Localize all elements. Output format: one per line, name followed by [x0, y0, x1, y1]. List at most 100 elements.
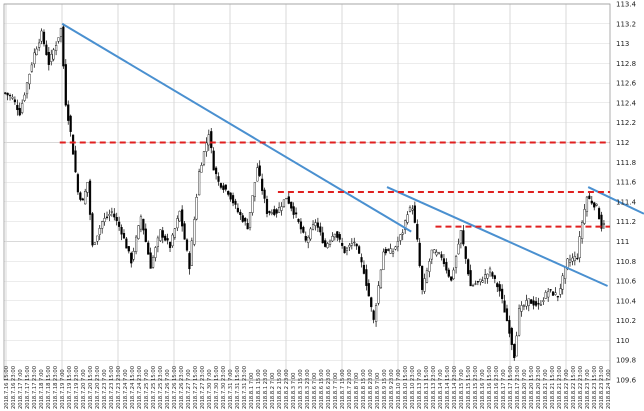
- candle-body: [195, 197, 198, 220]
- x-tick-label: 2018.8.2 7:00: [270, 373, 276, 409]
- candle-body: [21, 103, 24, 113]
- candle-body: [23, 94, 26, 101]
- candle-body: [151, 257, 155, 268]
- candle-body: [583, 209, 586, 224]
- y-tick-label: 109.8: [616, 357, 636, 365]
- candle-body: [372, 310, 375, 320]
- candle-body: [353, 241, 356, 244]
- candle-body: [193, 219, 196, 245]
- candle-body: [125, 238, 128, 249]
- candle-body: [105, 216, 109, 218]
- candle-body: [251, 195, 254, 213]
- candle-body: [130, 252, 133, 264]
- x-tick-label: 2018.8.14 7:00: [438, 369, 444, 409]
- candle-body: [525, 300, 528, 307]
- x-tick-label: 2018.8.6 15:00: [319, 369, 325, 409]
- candle-body: [161, 230, 164, 238]
- candle-body: [581, 222, 584, 240]
- candle-body: [69, 115, 72, 132]
- x-tick-label: 2018.8.13 15:00: [424, 366, 430, 409]
- x-tick-label: 2018.8.13 23:00: [431, 366, 437, 409]
- y-tick-label: 110.8: [616, 258, 636, 266]
- candle-layer: [4, 23, 606, 361]
- candle-body: [164, 235, 167, 241]
- x-tick-label: 2018.7.25 7:00: [144, 369, 150, 409]
- candle-body: [435, 251, 438, 256]
- x-tick-label: 2018.8.21 15:00: [550, 366, 556, 409]
- candle-body: [6, 92, 9, 96]
- y-tick-label: 110: [616, 337, 629, 345]
- candle-body: [212, 150, 215, 171]
- candle-body: [200, 165, 203, 173]
- x-tick-label: 2018.8.9 7:00: [375, 373, 381, 409]
- candle-body: [108, 214, 111, 216]
- x-tick-label: 2018.8.7 23:00: [347, 369, 353, 409]
- x-tick-label: 2018.7.19 15:00: [67, 366, 73, 409]
- candle-body: [64, 64, 67, 106]
- x-tick-label: 2018.8.16 23:00: [494, 366, 500, 409]
- candle-body: [573, 255, 576, 261]
- candle-body: [273, 209, 276, 215]
- x-tick-label: 2018.7.23 7:00: [102, 369, 108, 409]
- candle-body: [362, 264, 366, 274]
- candle-body: [302, 226, 305, 233]
- candle-body: [484, 274, 487, 279]
- candle-body: [459, 230, 463, 244]
- x-tick-label: 2018.8.14 23:00: [452, 366, 458, 409]
- candle-body: [118, 221, 121, 227]
- x-tick-label: 2018.7.23 23:00: [116, 366, 122, 409]
- candle-body: [564, 266, 567, 279]
- candle-body: [433, 249, 436, 254]
- candle-body: [471, 285, 475, 287]
- candle-body: [522, 305, 526, 307]
- candle-body: [229, 192, 232, 200]
- candle-body: [110, 211, 113, 213]
- candle-body: [222, 185, 225, 190]
- x-tick-label: 2018.8.15 7:00: [459, 369, 465, 409]
- candle-body: [297, 218, 300, 222]
- candle-body: [549, 289, 552, 291]
- candle-body: [231, 195, 235, 204]
- candle-body: [59, 28, 63, 37]
- x-tick-label: 2018.8.17 7:00: [501, 369, 507, 409]
- x-tick-label: 2018.7.27 15:00: [193, 366, 199, 409]
- candle-body: [377, 285, 380, 304]
- candle-body: [101, 221, 104, 229]
- y-tick-label: 111.4: [616, 198, 637, 206]
- x-tick-label: 2018.7.16 23:00: [11, 366, 17, 409]
- candle-body: [156, 237, 160, 247]
- y-axis-labels: 113.4 113.2 113 112.8 112.6 112.4 112.2 112 111.…: [616, 1, 637, 385]
- candle-body: [84, 191, 87, 205]
- candle-body: [336, 231, 339, 238]
- candle-body: [505, 308, 509, 322]
- candle-body: [285, 197, 288, 200]
- candle-body: [42, 31, 46, 45]
- candle-body: [532, 300, 535, 306]
- x-tick-label: 2018.8.23 7:00: [585, 369, 591, 409]
- x-tick-label: 2018.8.14 15:00: [445, 366, 451, 409]
- candle-body: [360, 257, 363, 263]
- candle-body: [358, 246, 361, 254]
- candle-body: [244, 218, 247, 222]
- candle-body: [178, 210, 181, 222]
- candle-body: [447, 269, 450, 277]
- candle-body: [35, 48, 38, 56]
- candle-body: [18, 107, 21, 116]
- y-tick-label: 111.8: [616, 159, 636, 167]
- candle-body: [314, 222, 317, 226]
- candle-body: [202, 151, 206, 165]
- candle-body: [183, 223, 186, 240]
- x-tick-label: 2018.8.16 15:00: [487, 366, 493, 409]
- candle-body: [343, 246, 346, 254]
- candle-body: [595, 203, 598, 206]
- x-tick-label: 2018.7.24 23:00: [137, 366, 143, 409]
- candle-body: [498, 284, 501, 292]
- candle-body: [341, 243, 344, 246]
- y-tick-label: 112.8: [616, 60, 636, 68]
- candle-body: [561, 275, 564, 290]
- candle-body: [275, 209, 278, 214]
- x-tick-label: 2018.7.30 15:00: [214, 366, 220, 409]
- x-tick-label: 2018.8.10 7:00: [396, 369, 402, 409]
